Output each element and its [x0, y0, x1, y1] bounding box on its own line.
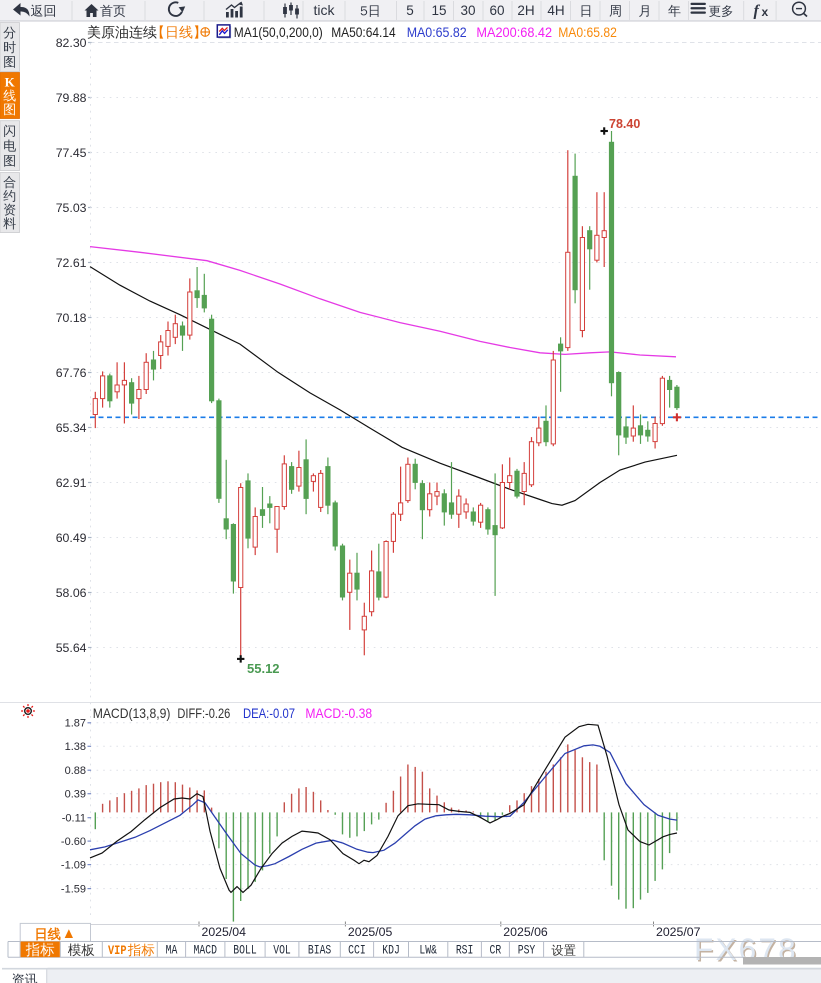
svg-text:15: 15 — [431, 3, 446, 18]
svg-text:1.38: 1.38 — [65, 741, 86, 753]
svg-text:5: 5 — [406, 3, 414, 18]
svg-text:0.39: 0.39 — [65, 789, 86, 801]
svg-text:MA0:65.82: MA0:65.82 — [407, 24, 467, 40]
svg-text:-1.59: -1.59 — [61, 884, 86, 896]
svg-text:30: 30 — [460, 3, 475, 18]
svg-text:CR: CR — [490, 944, 502, 958]
svg-text:-0.11: -0.11 — [62, 813, 86, 825]
svg-text:1.87: 1.87 — [65, 718, 86, 730]
svg-text:MA: MA — [166, 944, 178, 958]
svg-text:DEA:-0.07: DEA:-0.07 — [243, 705, 295, 721]
svg-text:70.18: 70.18 — [56, 311, 87, 325]
svg-text:RSI: RSI — [456, 944, 474, 958]
svg-text:2025/04: 2025/04 — [202, 925, 247, 939]
svg-text:DIFF:-0.26: DIFF:-0.26 — [177, 705, 230, 721]
svg-text:62.91: 62.91 — [56, 476, 87, 490]
svg-text:PSY: PSY — [518, 944, 536, 958]
svg-text:67.76: 67.76 — [56, 366, 87, 380]
svg-text:KDJ: KDJ — [382, 944, 400, 958]
svg-text:72.61: 72.61 — [56, 256, 87, 270]
svg-text:x: x — [762, 5, 769, 19]
svg-text:60.49: 60.49 — [56, 531, 87, 545]
svg-text:65.34: 65.34 — [56, 421, 87, 435]
svg-text:2025/06: 2025/06 — [503, 925, 548, 939]
svg-text:2025/07: 2025/07 — [656, 925, 701, 939]
svg-text:K: K — [5, 74, 16, 89]
svg-text:2H: 2H — [517, 3, 534, 18]
svg-text:82.30: 82.30 — [56, 36, 87, 50]
svg-text:78.40: 78.40 — [609, 117, 640, 131]
svg-text:79.88: 79.88 — [56, 91, 87, 105]
svg-text:55.64: 55.64 — [56, 641, 87, 655]
svg-text:2025/05: 2025/05 — [348, 925, 393, 939]
svg-text:58.06: 58.06 — [56, 586, 87, 600]
svg-text:VIP: VIP — [108, 944, 127, 958]
svg-text:CCI: CCI — [348, 944, 366, 958]
svg-text:MACD(13,8,9): MACD(13,8,9) — [93, 705, 171, 721]
svg-text:BIAS: BIAS — [308, 944, 331, 958]
svg-text:MA50:64.14: MA50:64.14 — [331, 24, 396, 40]
svg-text:MACD:-0.38: MACD:-0.38 — [305, 705, 372, 721]
svg-text:f: f — [754, 3, 761, 20]
svg-text:55.12: 55.12 — [247, 661, 280, 676]
svg-text:-1.09: -1.09 — [61, 860, 86, 872]
svg-text:0.88: 0.88 — [65, 765, 86, 777]
svg-text:tick: tick — [314, 2, 336, 18]
svg-text:MACD: MACD — [194, 944, 217, 958]
svg-text:60: 60 — [489, 3, 504, 18]
svg-text:MA200:68.42: MA200:68.42 — [476, 24, 552, 40]
svg-text:-0.60: -0.60 — [61, 836, 86, 848]
svg-text:75.03: 75.03 — [56, 201, 87, 215]
svg-text:LW&: LW& — [419, 944, 437, 958]
svg-text:MA1(50,0,200,0): MA1(50,0,200,0) — [234, 24, 323, 40]
svg-text:VOL: VOL — [273, 944, 291, 958]
svg-text:BOLL: BOLL — [233, 944, 256, 958]
svg-text:MA0:65.82: MA0:65.82 — [558, 24, 617, 40]
svg-text:4H: 4H — [547, 3, 564, 18]
svg-text:77.45: 77.45 — [56, 146, 87, 160]
